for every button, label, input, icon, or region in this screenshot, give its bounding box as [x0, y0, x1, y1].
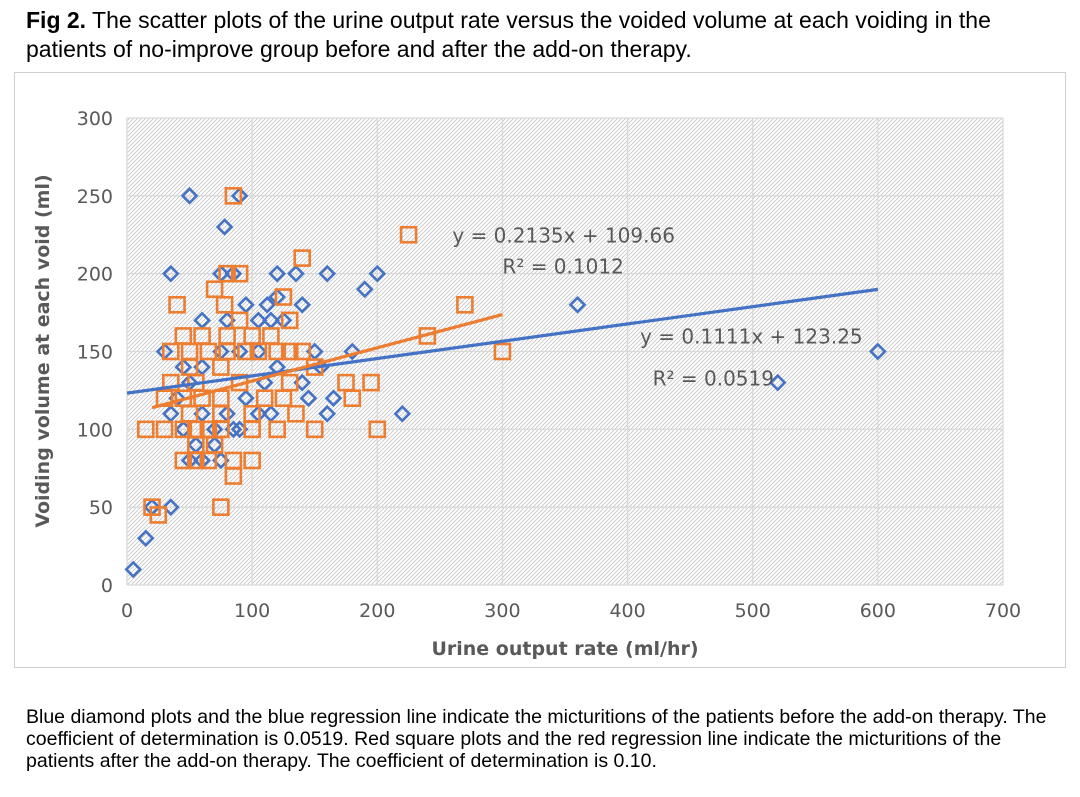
y-tick-label: 300	[77, 108, 113, 130]
square-point	[249, 342, 268, 361]
x-tick-label: 600	[860, 600, 896, 622]
diamond-point	[343, 342, 362, 361]
square-point	[243, 420, 261, 439]
trendlines	[126, 287, 879, 410]
square-point	[193, 389, 211, 408]
square-point	[162, 342, 180, 361]
x-tick-label: 500	[735, 600, 771, 622]
square-point	[168, 296, 186, 314]
square-point	[212, 358, 230, 376]
y-tick-label: 250	[77, 186, 113, 208]
annotations: y = 0.2135x + 109.66 R² = 0.1012 y = 0.111…	[452, 224, 862, 391]
square-point	[212, 498, 230, 516]
x-axis-label: Urine output rate (ml/hr)	[431, 638, 698, 660]
square-point	[493, 342, 512, 361]
square-point	[187, 451, 205, 470]
trendline-equation-label: R² = 0.1012	[502, 255, 623, 279]
trendline-before	[126, 287, 879, 395]
square-point	[274, 288, 293, 306]
trendline-equation-label: y = 0.2135x + 109.66	[452, 224, 675, 248]
square-point	[224, 451, 243, 470]
square-point	[274, 389, 293, 408]
square-point	[268, 420, 286, 439]
square-point	[399, 225, 418, 244]
square-point	[218, 264, 236, 283]
square-point	[205, 280, 224, 299]
chart-area: 0 50 100 150 200 250 300 0 100 200 300 400 500 600 700…	[14, 72, 1066, 668]
y-tick-label: 0	[101, 575, 113, 597]
diamond-point	[287, 264, 305, 283]
diamond-point	[393, 404, 412, 423]
diamond-point	[293, 295, 312, 314]
square-point	[456, 296, 474, 314]
diamond-point	[215, 218, 234, 236]
x-tick-label: 0	[121, 600, 133, 622]
square-point	[368, 420, 387, 439]
square-point	[293, 249, 312, 267]
square-point	[280, 342, 299, 361]
diamond-point	[299, 389, 318, 408]
y-tick-label: 150	[77, 342, 113, 364]
axis-ticks: 0 50 100 150 200 250 300 0 100 200 300 400 500 600 700	[77, 108, 1021, 622]
square-point	[243, 451, 261, 470]
figure-description: Blue diamond plots and the blue regressi…	[26, 706, 1047, 772]
diamond-point	[869, 342, 887, 361]
diamond-point	[136, 529, 155, 548]
y-tick-label: 200	[77, 264, 113, 286]
diamond-point	[318, 264, 337, 283]
gridlines	[126, 117, 1004, 586]
square-point	[293, 342, 312, 361]
trendline-equation-label: y = 0.1111x + 123.25	[640, 325, 863, 349]
trendline-after	[151, 313, 503, 410]
square-point	[287, 404, 305, 423]
diamond-point	[161, 498, 180, 517]
diamond-point	[180, 186, 199, 205]
x-tick-label: 100	[234, 600, 270, 622]
square-point	[199, 342, 218, 361]
square-point	[343, 389, 362, 408]
diamond-point	[768, 373, 787, 392]
diamond-point	[124, 560, 143, 579]
y-tick-label: 100	[77, 419, 113, 441]
diamond-point	[161, 264, 180, 283]
x-tick-label: 300	[484, 600, 520, 622]
x-tick-label: 700	[985, 600, 1021, 622]
square-point	[362, 373, 380, 392]
square-point	[215, 296, 234, 314]
y-axis-label: Voiding volume at each void (ml)	[32, 174, 54, 527]
diamond-point	[568, 295, 587, 314]
scatter-chart: 0 50 100 150 200 250 300 0 100 200 300 400 500 600 700…	[32, 108, 1021, 660]
square-point	[155, 420, 174, 439]
square-point	[230, 264, 249, 283]
figure-label: Fig 2.	[26, 7, 87, 33]
diamond-point	[318, 404, 337, 423]
square-point	[149, 506, 168, 524]
square-point	[174, 451, 193, 470]
square-point	[224, 187, 243, 205]
square-point	[174, 420, 193, 439]
square-point	[230, 311, 249, 330]
diamond-point	[368, 264, 387, 283]
figure-caption: Fig 2. The scatter plots of the urine ou…	[26, 6, 1066, 64]
diamond-point	[268, 264, 287, 283]
square-point	[280, 311, 299, 330]
diamond-point	[258, 295, 276, 314]
diamond-point	[355, 280, 374, 299]
figure-title: The scatter plots of the urine output ra…	[26, 7, 991, 62]
x-tick-label: 400	[609, 600, 645, 622]
square-point	[136, 420, 155, 439]
diamond-point	[324, 389, 343, 408]
x-tick-label: 200	[359, 600, 395, 622]
square-point	[237, 342, 255, 361]
square-point	[268, 342, 286, 361]
square-point	[255, 389, 274, 408]
y-tick-label: 50	[89, 497, 113, 519]
trendline-equation-label: R² = 0.0519	[653, 367, 774, 391]
square-point	[305, 420, 324, 439]
square-point	[199, 451, 218, 470]
